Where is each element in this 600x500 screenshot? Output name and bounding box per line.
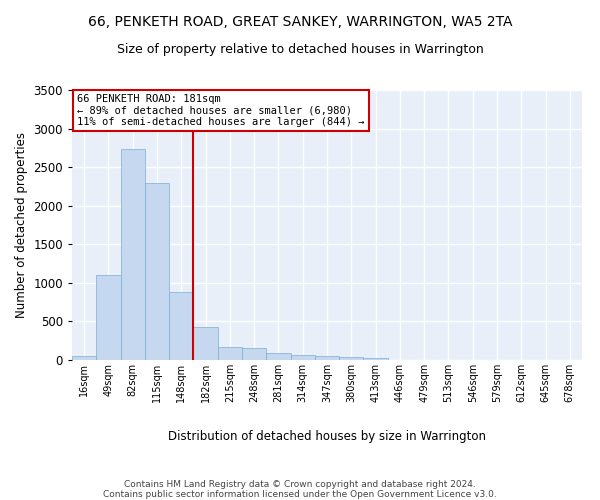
Bar	[315, 356, 339, 360]
Bar	[193, 327, 218, 360]
Bar	[290, 355, 315, 360]
Text: 66, PENKETH ROAD, GREAT SANKEY, WARRINGTON, WA5 2TA: 66, PENKETH ROAD, GREAT SANKEY, WARRINGT…	[88, 15, 512, 29]
Bar	[242, 348, 266, 360]
Text: Distribution of detached houses by size in Warrington: Distribution of detached houses by size …	[168, 430, 486, 443]
Text: 66 PENKETH ROAD: 181sqm
← 89% of detached houses are smaller (6,980)
11% of semi: 66 PENKETH ROAD: 181sqm ← 89% of detache…	[77, 94, 365, 127]
Bar	[145, 184, 169, 360]
Bar	[72, 356, 96, 360]
Bar	[169, 292, 193, 360]
Bar	[121, 150, 145, 360]
Bar	[218, 348, 242, 360]
Bar	[339, 358, 364, 360]
Bar	[96, 275, 121, 360]
Y-axis label: Number of detached properties: Number of detached properties	[15, 132, 28, 318]
Bar	[364, 358, 388, 360]
Text: Contains HM Land Registry data © Crown copyright and database right 2024.
Contai: Contains HM Land Registry data © Crown c…	[103, 480, 497, 500]
Text: Size of property relative to detached houses in Warrington: Size of property relative to detached ho…	[116, 42, 484, 56]
Bar	[266, 353, 290, 360]
